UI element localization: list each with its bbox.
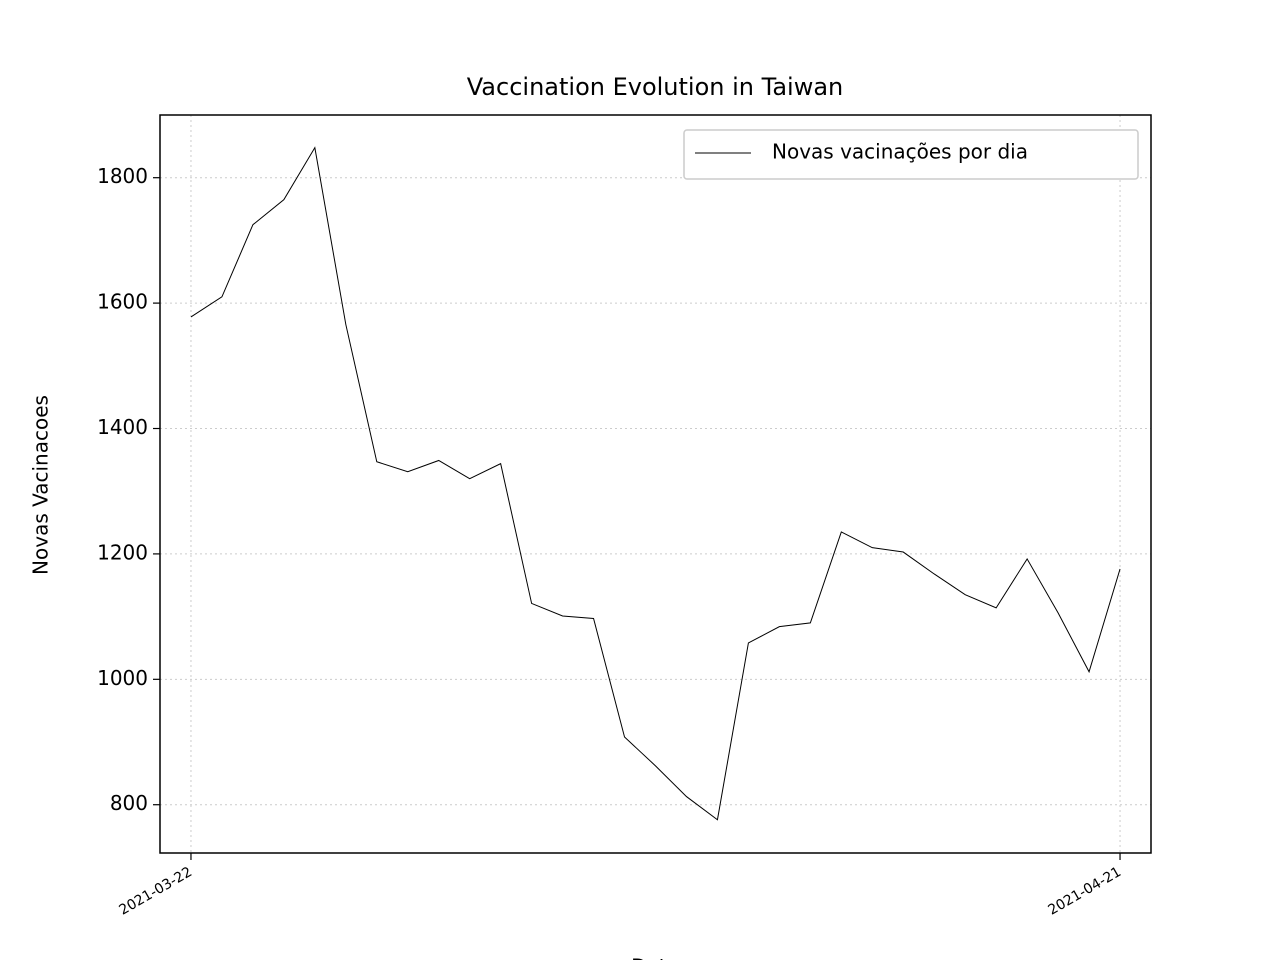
legend-box bbox=[683, 129, 1139, 180]
legend: Novas vacinações por dia bbox=[683, 129, 1139, 180]
data-line bbox=[190, 146, 1121, 821]
chart-title: Vaccination Evolution in Taiwan bbox=[467, 73, 844, 101]
y-tick-label: 800 bbox=[110, 791, 148, 815]
y-tick-label: 1800 bbox=[97, 164, 148, 188]
legend-label: Novas vacinações por dia bbox=[772, 140, 1028, 164]
y-axis-label: Novas Vacinacoes bbox=[29, 395, 53, 575]
y-tick-label: 1200 bbox=[97, 540, 148, 564]
y-tick-label: 1400 bbox=[97, 415, 148, 439]
x-axis-label: Data bbox=[631, 955, 679, 960]
y-tick-label: 1600 bbox=[97, 290, 148, 314]
plot-frame bbox=[159, 114, 1152, 854]
y-tick-label: 1000 bbox=[97, 666, 148, 690]
